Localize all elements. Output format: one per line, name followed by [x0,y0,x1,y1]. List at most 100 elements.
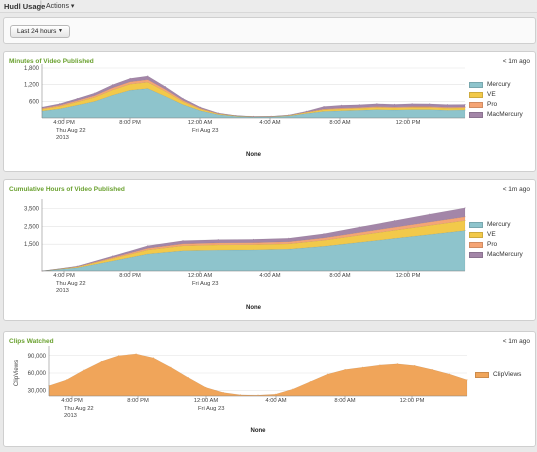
data-point-clipviews [344,369,346,371]
data-point-macmercury [182,240,184,242]
legend-label: MacMercury [487,251,523,258]
y-tick-label: 30,000 [28,388,47,394]
y-axis-label: ClipViews [14,360,20,386]
data-point-macmercury [59,103,61,105]
x-tick-label: 8:00 AM [334,398,355,404]
x-tick-label: 8:00 PM [119,273,141,279]
x-tick-label: 4:00 AM [265,398,286,404]
data-point-clipviews [153,357,154,359]
actions-menu[interactable]: Actions ▾ [46,2,74,10]
x-tick-label: 4:00 PM [53,120,75,126]
legend-swatch [469,252,483,258]
data-point-clipviews [65,379,67,381]
data-point-macmercury [76,98,78,100]
data-point-macmercury [147,245,149,247]
caret-down-icon: ▼ [58,28,63,34]
legend-swatch [475,372,489,378]
legend-swatch [469,92,483,98]
data-point-macmercury [147,75,149,77]
panel-title: Clips Watched [9,338,54,345]
x-axis-label: None [251,428,267,434]
legend-label: Pro [487,241,498,248]
filter-panel: Last 24 hours ▼ [3,17,536,44]
x-tick-label: 12:00 PM [400,398,425,404]
data-point-macmercury [235,114,237,116]
x-tick-label: 8:00 PM [127,398,149,404]
time-range-label: Last 24 hours [17,28,57,35]
panel-updated: < 1m ago [502,338,530,345]
data-point-macmercury [182,97,184,99]
data-point-macmercury [341,104,343,106]
panel-updated: < 1m ago [502,186,530,193]
data-point-clipviews [205,386,207,388]
x-tick-label: 8:00 AM [329,273,350,279]
x-tick-label: 4:00 AM [259,120,280,126]
date-label: Fri Aug 23 [192,281,218,287]
data-point-clipviews [83,369,85,371]
caret-down-icon: ▾ [70,3,75,10]
data-point-macmercury [323,233,325,235]
legend-label: VE [487,231,496,238]
data-point-clipviews [362,366,363,368]
data-point-macmercury [288,114,290,116]
data-point-macmercury [464,104,466,106]
data-point-clipviews [449,373,451,375]
minutes-published-panel: Minutes of Video Published < 1m ago 600 1… [3,51,536,172]
data-point-macmercury [323,105,325,107]
x-tick-label: 4:00 AM [259,273,280,279]
date-label: 2013 [56,135,69,141]
legend-swatch [469,102,483,108]
clips-watched-chart: 30,000 60,000 90,000 4:00 PM 8:00 PM 12:00 AM… [14,346,468,434]
y-tick-label: 60,000 [28,371,47,377]
data-point-clipviews [118,355,120,357]
data-point-macmercury [94,92,96,94]
legend-label: ClipViews [493,371,522,378]
cumulative-hours-panel: Cumulative Hours of Video Published < 1m… [3,179,536,321]
data-point-macmercury [200,106,202,108]
data-point-macmercury [464,207,466,209]
data-point-macmercury [217,239,219,241]
data-point-macmercury [394,103,395,105]
date-label: Thu Aug 22 [56,281,86,287]
data-point-clipviews [396,363,398,365]
y-tick-label: 1,800 [24,66,40,72]
data-point-clipviews [309,381,311,383]
panel-updated: < 1m ago [502,58,530,65]
x-tick-label: 12:00 AM [194,398,219,404]
date-label: Fri Aug 23 [192,128,218,134]
x-tick-label: 12:00 PM [396,120,421,126]
data-point-macmercury [270,115,272,117]
data-point-clipviews [240,394,242,396]
x-tick-label: 8:00 AM [329,120,350,126]
data-point-macmercury [76,265,78,267]
app-title[interactable]: Hudl Usage [4,2,46,11]
data-point-macmercury [305,110,307,112]
y-tick-label: 2,500 [24,224,40,230]
x-tick-label: 4:00 PM [53,273,75,279]
data-point-macmercury [358,226,360,228]
data-point-clipviews [327,373,329,375]
data-point-macmercury [429,103,431,105]
y-tick-label: 1,200 [24,83,40,89]
clips-watched-panel: Clips Watched < 1m ago 30,000 60,000 90,00… [3,331,536,447]
date-label: Fri Aug 23 [198,406,224,412]
actions-label: Actions [46,3,69,10]
area-pro [41,216,466,272]
data-point-macmercury [288,237,290,239]
legend-label: Mercury [487,221,511,228]
x-tick-label: 4:00 PM [61,398,83,404]
panel-title: Minutes of Video Published [9,58,94,65]
legend-swatch [469,232,483,238]
time-range-picker[interactable]: Last 24 hours ▼ [10,25,70,38]
date-label: 2013 [56,288,69,294]
legend-swatch [469,82,483,88]
y-tick-label: 1,500 [24,242,40,248]
area-macmercury [41,75,466,117]
top-bar: Hudl Usage | Actions ▾ [0,0,537,13]
data-point-macmercury [429,213,431,215]
data-point-macmercury [164,86,166,88]
data-point-clipviews [379,364,381,366]
data-point-macmercury [376,103,378,105]
legend-label: VE [487,91,496,98]
x-tick-label: 12:00 PM [396,273,421,279]
